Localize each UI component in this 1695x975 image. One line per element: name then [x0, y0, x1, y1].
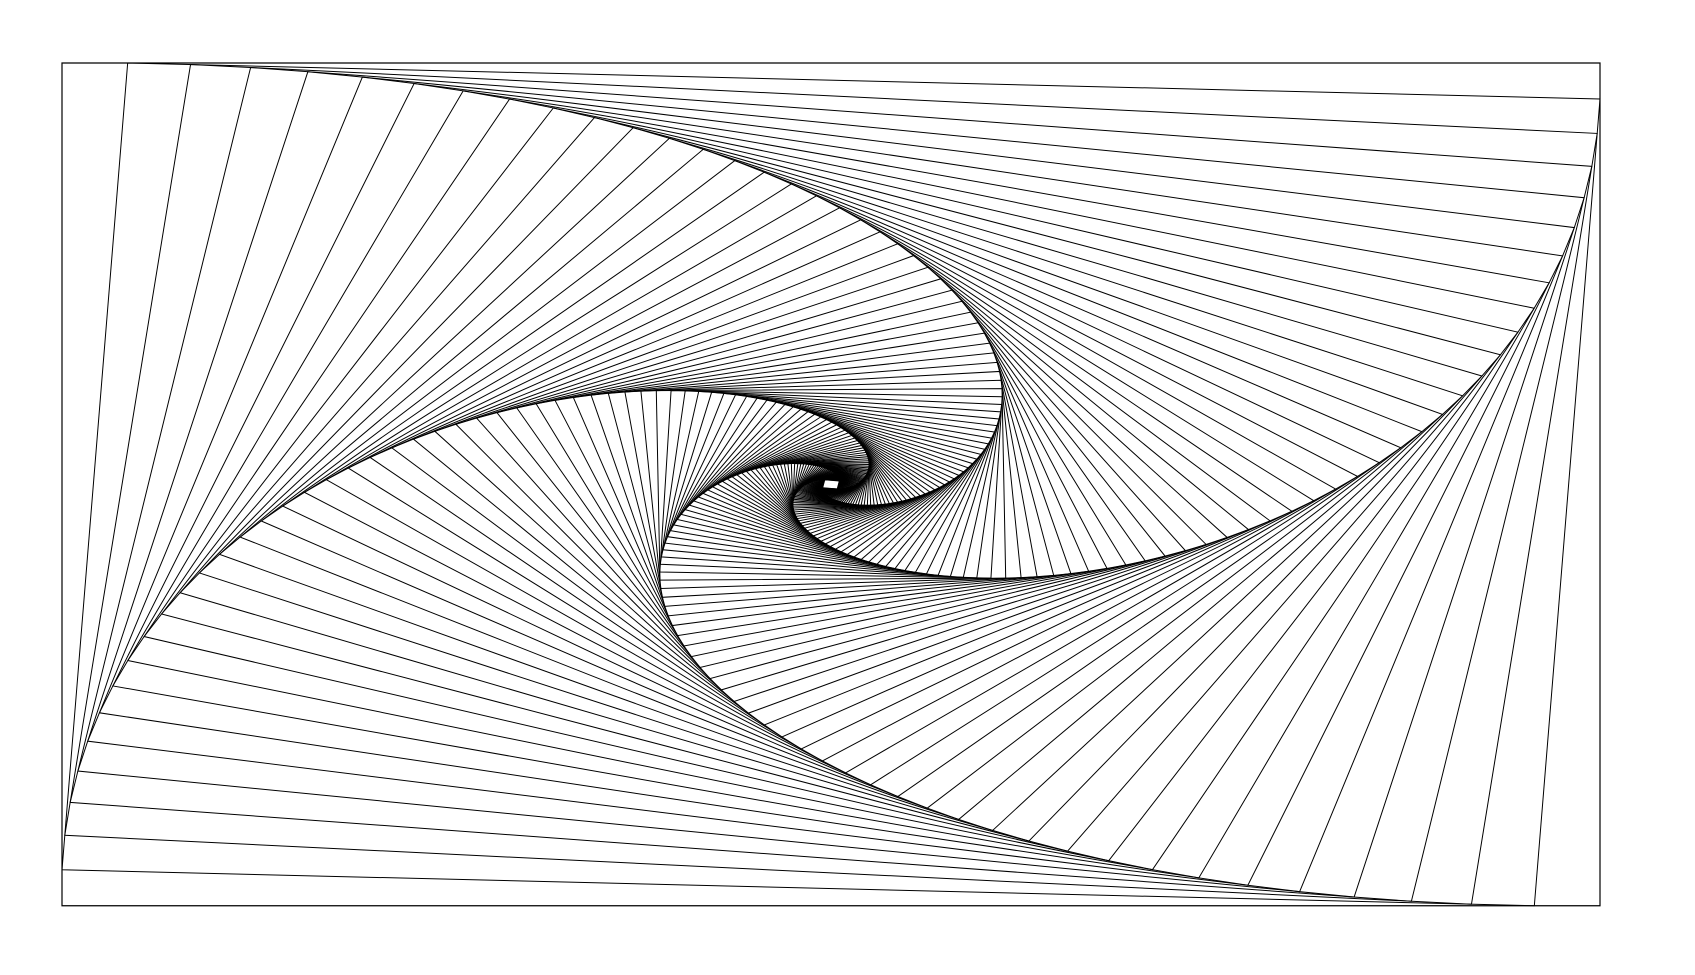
spiral-square	[793, 463, 869, 505]
spiral-square	[607, 361, 1055, 607]
outer-frame	[61, 62, 1601, 907]
spiral-square	[325, 207, 1337, 762]
spiral-square	[684, 403, 978, 565]
spiral-square	[369, 231, 1293, 738]
spiral-square	[433, 266, 1229, 703]
spiral-square	[198, 137, 1464, 832]
spiral-square	[688, 406, 974, 563]
spiral-square	[754, 442, 908, 527]
spiral-square	[660, 390, 1002, 578]
spiral-lines	[61, 62, 1601, 907]
spiral-square	[515, 311, 1147, 658]
spiral-square	[666, 394, 996, 575]
spiral-square	[697, 411, 965, 558]
spiral-square	[535, 322, 1127, 647]
spiral-square	[664, 392, 998, 576]
spiral-square	[624, 370, 1038, 598]
spiral-square	[759, 444, 903, 524]
spiral-square	[454, 278, 1208, 691]
spiral-square	[779, 456, 883, 513]
spiral-square	[590, 352, 1072, 617]
spiral-square	[218, 148, 1444, 821]
spiral-square	[716, 421, 946, 548]
spiral-square	[796, 465, 866, 504]
spiral-square	[792, 463, 870, 506]
spiral-square	[239, 160, 1423, 809]
spiral-square	[795, 464, 867, 504]
spiral-square	[692, 408, 970, 561]
spiral-square	[143, 107, 1519, 862]
spiral-square	[771, 451, 891, 517]
spiral-square	[640, 379, 1022, 590]
spiral-square	[750, 439, 912, 529]
spiral-square	[822, 479, 840, 490]
spiral-square	[735, 432, 927, 537]
spiral-square	[77, 71, 1585, 898]
spiral-square	[794, 464, 868, 505]
spiral-square	[775, 454, 887, 515]
spiral-square	[745, 437, 917, 532]
spiral-square	[64, 64, 1598, 905]
spiral-square	[662, 391, 1000, 577]
spiral-square	[763, 447, 899, 522]
spiral-square	[680, 401, 982, 568]
spiral-square	[721, 424, 941, 545]
spiral-square	[69, 66, 1593, 902]
spiral-square	[112, 90, 1550, 879]
spiral-square	[303, 195, 1359, 774]
spiral-square	[672, 397, 990, 572]
spiral-square	[706, 416, 956, 553]
spiral-square	[412, 255, 1250, 714]
spiral-square	[787, 460, 875, 509]
spiral-square	[711, 418, 951, 550]
spiral-square	[86, 76, 1576, 893]
spiral-square	[475, 289, 1187, 680]
spiral-square	[61, 62, 1601, 907]
spiral-square	[792, 462, 870, 506]
spiral-square	[98, 82, 1564, 886]
spiral-square	[160, 117, 1502, 852]
spiral-square	[731, 429, 931, 540]
spiral-square	[792, 463, 870, 506]
spiral-square	[676, 399, 986, 570]
spiral-square	[659, 390, 1003, 579]
spiral-square	[702, 413, 960, 556]
spiral-square	[281, 183, 1381, 786]
spiral-square	[260, 171, 1402, 798]
spiral-square	[572, 342, 1090, 627]
spiral-square	[179, 127, 1483, 842]
spiral-square	[655, 388, 1007, 581]
spiral-square	[659, 390, 1003, 579]
spiral-square	[126, 98, 1536, 871]
spiral-square	[347, 219, 1315, 750]
spiral-square	[726, 426, 936, 542]
spiral-square	[790, 462, 872, 507]
spiral-square	[669, 395, 993, 573]
spiral-square	[792, 463, 870, 506]
spiral-square	[795, 464, 867, 505]
spiral-square	[390, 243, 1272, 726]
spiral-square	[783, 458, 879, 511]
spiral-square	[767, 449, 895, 520]
spiral-square	[554, 332, 1108, 637]
spiral-square	[793, 463, 869, 506]
spiral-square	[496, 300, 1166, 669]
spiral-square	[740, 434, 922, 534]
spiral-square	[797, 465, 865, 503]
